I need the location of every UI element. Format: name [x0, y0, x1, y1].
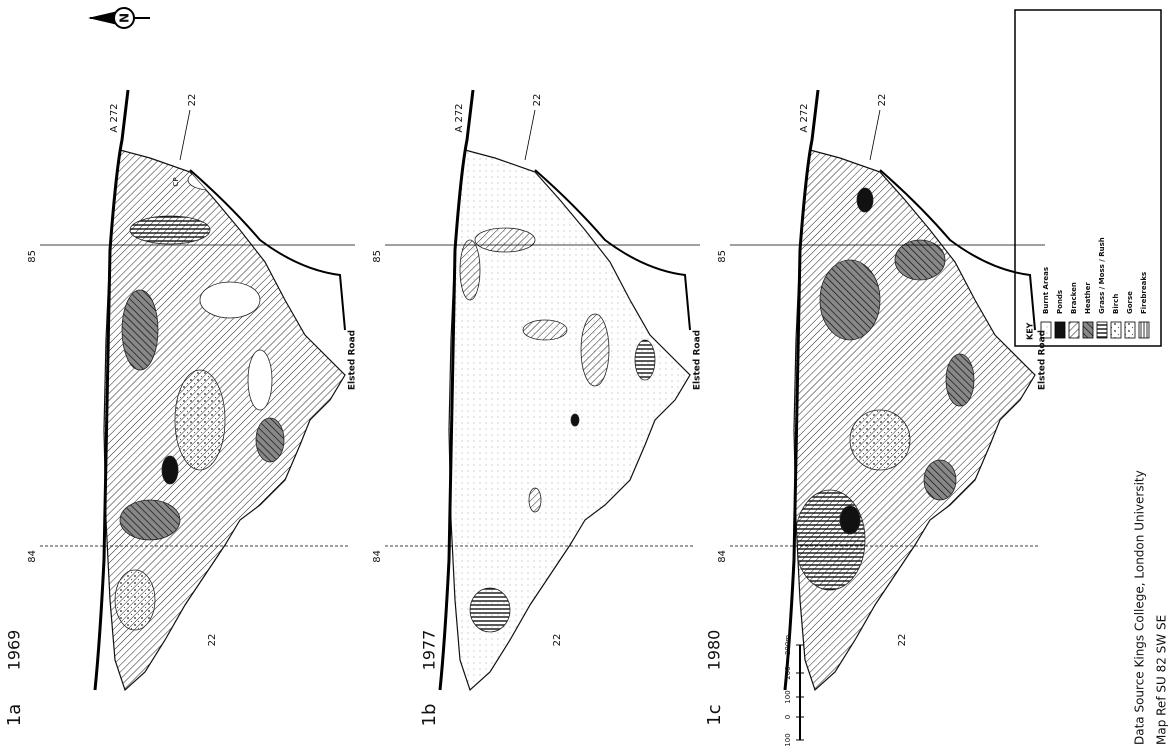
key-item: Ponds [1056, 290, 1064, 314]
map-ref: Map Ref SU 82 SW SE [1155, 615, 1169, 745]
map-panel [40, 90, 355, 690]
vegetation-patch [130, 216, 210, 244]
key-swatch [1111, 322, 1121, 338]
key-item: Gorse [1126, 291, 1134, 314]
grid-label: 22 [207, 634, 218, 647]
vegetation-patch [162, 456, 178, 484]
panel-label: 1c [704, 704, 725, 725]
vegetation-patch [840, 506, 860, 534]
vegetation-patch [200, 282, 260, 318]
panel-year: 1969 [5, 630, 24, 671]
vegetation-patch [122, 290, 158, 370]
vegetation-patch [175, 370, 225, 470]
scale-label: 200 [784, 666, 792, 679]
vegetation-patch [820, 260, 880, 340]
road-label: Elsted Road [693, 330, 703, 390]
key-item: Firebreaks [1140, 272, 1148, 314]
key-item: Birch [1112, 294, 1120, 314]
panel-year: 1980 [705, 630, 724, 671]
key-item: Burnt Areas [1042, 267, 1050, 314]
grid-label: 85 [27, 250, 38, 263]
road-label: Elsted Road [1038, 330, 1048, 390]
grid-label: 84 [717, 550, 728, 563]
key-swatch [1069, 322, 1079, 338]
vegetation-patch [248, 350, 272, 410]
vegetation-patch [120, 500, 180, 540]
key-title: KEY [1026, 322, 1035, 340]
vegetation-patch [795, 490, 865, 590]
map-note: CP [172, 177, 180, 186]
common-boundary [794, 150, 1035, 690]
panel-label: 1a [4, 704, 25, 726]
vegetation-patch [895, 240, 945, 280]
road-label: A 272 [799, 103, 810, 132]
grid-label: 22 [532, 94, 543, 107]
vegetation-patch [850, 410, 910, 470]
key-item: Bracken [1070, 282, 1078, 314]
data-source: Data Source Kings College, London Univer… [1133, 470, 1147, 745]
key-swatch [1125, 322, 1135, 338]
north-label: N [118, 13, 132, 23]
vegetation-patch [571, 414, 579, 426]
grid-label: 22 [877, 94, 888, 107]
vegetation-patch [529, 488, 541, 512]
grid-label: 84 [27, 550, 38, 563]
map-panel [730, 90, 1045, 690]
scale-label: 0 [784, 715, 792, 719]
vegetation-patch [581, 314, 609, 386]
road-label: Elsted Road [348, 330, 358, 390]
grid-line-22 [180, 110, 190, 160]
grid-line-22 [525, 110, 535, 160]
scale-label: 300m [784, 635, 792, 655]
key-swatch [1055, 322, 1065, 338]
vegetation-patch [475, 228, 535, 252]
road-label: A 272 [454, 103, 465, 132]
grid-label: 22 [187, 94, 198, 107]
page: {"north_label": "N", "panels": [ {"label… [0, 0, 1171, 749]
key-swatch [1097, 322, 1107, 338]
key-swatch [1139, 322, 1149, 338]
vegetation-patch [635, 340, 655, 380]
road-label: A 272 [109, 103, 120, 132]
vegetation-patch [946, 354, 974, 406]
grid-line-22 [870, 110, 880, 160]
vegetation-patch [857, 188, 873, 212]
panel-year: 1977 [420, 630, 439, 671]
map-sheet: N 1a 1969 85 84 22 22 A 272 Elsted Road CP 1b 1977… [0, 0, 1171, 749]
grid-label: 85 [717, 250, 728, 263]
key-swatch [1041, 322, 1051, 338]
vegetation-patch [924, 460, 956, 500]
grid-label: 22 [897, 634, 908, 647]
vegetation-patch [115, 570, 155, 630]
key-item: Grass / Moss / Rush [1098, 237, 1106, 314]
grid-label: 85 [372, 250, 383, 263]
key-item: Heather [1084, 282, 1092, 314]
north-arrow: N [88, 8, 150, 28]
map-panel [385, 90, 700, 690]
scale-label: 100 [784, 690, 792, 703]
vegetation-patch [460, 240, 480, 300]
vegetation-patch [523, 320, 567, 340]
panel-label: 1b [419, 704, 440, 727]
scale-label: 100 [784, 733, 792, 746]
grid-label: 22 [552, 634, 563, 647]
vegetation-patch [256, 418, 284, 462]
grid-label: 84 [372, 550, 383, 563]
key-swatch [1083, 322, 1093, 338]
vegetation-patch [470, 588, 510, 632]
